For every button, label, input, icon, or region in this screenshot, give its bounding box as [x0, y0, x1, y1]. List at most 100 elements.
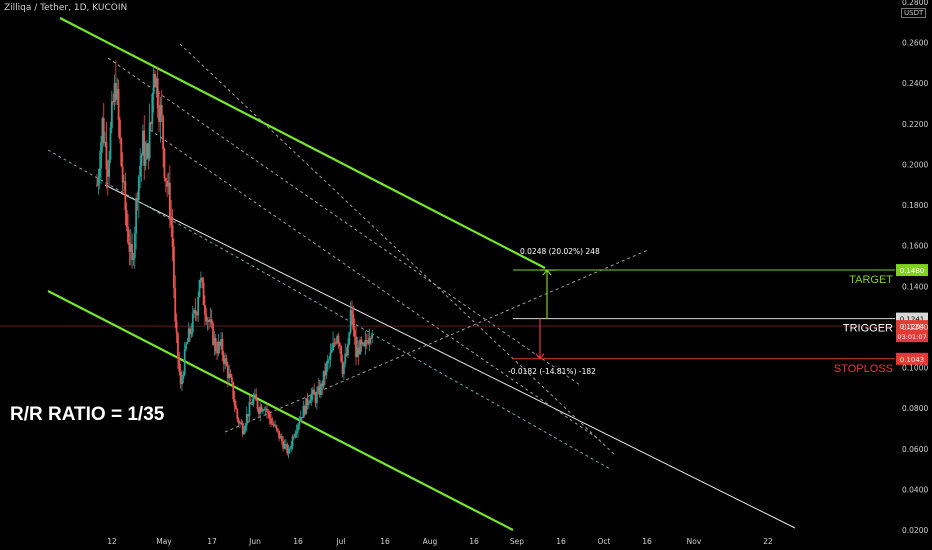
candle-body [344, 353, 347, 364]
candle-body [171, 225, 174, 247]
y-tick-label: 0.2400 [902, 79, 928, 88]
y-tick-label: 0.1200 [902, 323, 928, 332]
candle-body [143, 130, 146, 166]
candle-body [334, 342, 337, 344]
candle-body [209, 319, 212, 323]
candle-body [279, 436, 282, 439]
candle-body [154, 73, 156, 88]
candle-body [213, 338, 216, 345]
trigger-label: TRIGGER [843, 323, 893, 335]
candle-body [324, 370, 326, 376]
candle-body [135, 198, 138, 234]
x-tick-label: 12 [107, 537, 117, 546]
y-tick-label: 0.2600 [902, 39, 928, 48]
candle-body [210, 319, 213, 324]
candle-body [182, 374, 185, 379]
y-tick-label: 0.0200 [902, 526, 928, 535]
candle-body [325, 363, 328, 376]
candle-body [309, 399, 312, 403]
candle-body [353, 329, 356, 337]
candle-body [361, 342, 364, 345]
candle-body [315, 391, 318, 404]
target-price-tag [896, 264, 928, 277]
candle-body [177, 333, 179, 359]
channel-lower-line [47, 290, 514, 531]
candle-body [262, 409, 264, 412]
candle-body [144, 159, 147, 166]
candle-body [179, 371, 182, 385]
candle-body [347, 344, 349, 356]
candle-body [333, 342, 336, 344]
candle-body [286, 444, 289, 454]
candle-body [240, 422, 243, 425]
candle-body [206, 319, 209, 322]
candle-body [367, 341, 370, 344]
candle-body [159, 104, 162, 122]
candle-body [359, 339, 361, 355]
stoploss-label: STOPLOSS [834, 363, 893, 375]
candle-body [253, 394, 256, 397]
candle-body [204, 305, 206, 315]
candle-body [326, 360, 329, 364]
candle-body [282, 441, 285, 449]
candle-body [101, 118, 104, 143]
candle-body [152, 73, 155, 94]
candle-body [255, 394, 258, 401]
stop-measure-label: -0.0182 (-14.81%) -182 [508, 367, 596, 376]
candle-body [208, 319, 210, 323]
y-tick-label: 0.2000 [902, 160, 928, 169]
candle-body [156, 78, 159, 109]
candle-body [162, 116, 165, 149]
candle-body [345, 353, 348, 356]
candle-body [194, 310, 197, 314]
symbol-header[interactable]: Zilliqa / Tether, 1D, KUCOIN [4, 3, 128, 13]
candle-body [220, 338, 223, 346]
candle-body [290, 446, 293, 449]
candle-body [295, 431, 298, 434]
candle-body [228, 373, 231, 379]
candle-body [174, 288, 177, 322]
target-measure-label: 0.0248 (20.02%) 248 [520, 247, 600, 256]
candle-body [212, 323, 214, 345]
current-price-value: 0.1204 [900, 323, 925, 331]
stoploss-price-value: 0.1043 [900, 356, 925, 364]
candle-body [360, 339, 363, 345]
candle-body [257, 408, 260, 414]
candle-body [297, 424, 299, 432]
candle-body [283, 444, 286, 449]
candle-body [201, 278, 204, 283]
candle-body [259, 406, 262, 414]
candle-body [363, 342, 366, 347]
candle-body [310, 394, 313, 400]
candle-body [330, 350, 333, 353]
candle-body [365, 340, 368, 342]
candle-body [170, 216, 173, 226]
candle-body [364, 340, 367, 347]
trigger-price-value: 0.1241 [900, 316, 925, 324]
candle-body [336, 335, 339, 344]
candle-body [172, 246, 175, 289]
candle-body [231, 377, 233, 383]
trendline-solid [104, 184, 796, 529]
stoploss-price-tag [896, 352, 928, 365]
candle-body [270, 418, 272, 424]
candle-body [276, 428, 279, 431]
candle-body [342, 363, 345, 375]
target-arrowhead-icon [542, 269, 552, 276]
channel-upper-line [59, 17, 546, 269]
candle-body [141, 130, 144, 156]
candle-body [119, 120, 121, 139]
candle-body [332, 342, 334, 351]
candle-body [272, 423, 275, 426]
candle-body [175, 321, 178, 334]
candle-body [247, 414, 249, 417]
symbol-name: Zilliqa / Tether [4, 3, 69, 13]
candle-body [289, 448, 291, 450]
currency-badge[interactable]: USDT [901, 8, 927, 18]
candle-body [98, 168, 101, 178]
candle-body [124, 181, 127, 211]
candle-body [371, 333, 374, 339]
candle-body [109, 127, 112, 160]
candle-body [187, 328, 190, 342]
